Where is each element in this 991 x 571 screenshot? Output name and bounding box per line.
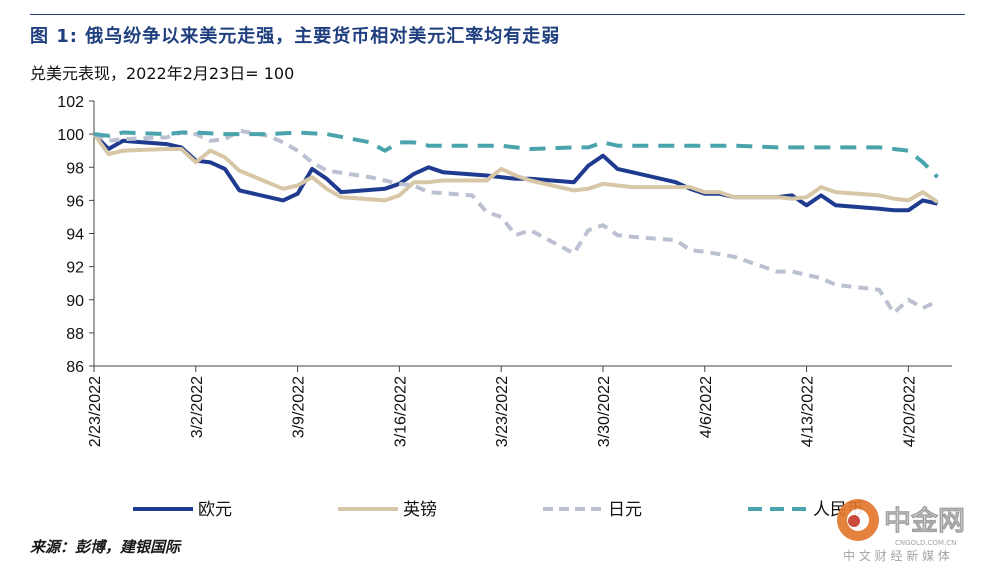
y-tick-label: 92 — [66, 260, 84, 277]
series-layer — [92, 128, 939, 315]
x-tick-label: 3/16/2022 — [392, 376, 409, 447]
y-tick-label: 88 — [66, 326, 84, 343]
chart-axes: 86 88 90 92 94 96 98 100 102 2/23/2022 3/2/2022 3/9… — [57, 94, 952, 447]
y-tick-label: 100 — [57, 127, 84, 144]
watermark-site: CNGOLD.COM.CN — [895, 539, 956, 547]
series-line-cny — [93, 130, 939, 179]
y-tick-label: 94 — [66, 227, 84, 244]
title-rule — [30, 14, 965, 15]
watermark-brand: 中金网 — [884, 505, 965, 537]
legend-label-euro: 欧元 — [198, 500, 232, 520]
y-tick-label: 102 — [57, 94, 84, 111]
legend: 欧元 英镑 日元 人民币 — [133, 500, 864, 520]
x-tick-label: 4/20/2022 — [901, 376, 918, 447]
watermark: 中金网 CNGOLD.COM.CN 中 文 财 经 新 媒 体 — [837, 499, 965, 563]
x-tick-label: 3/9/2022 — [291, 376, 308, 438]
watermark-logo-dot-icon — [848, 515, 860, 527]
watermark-tagline: 中 文 财 经 新 媒 体 — [843, 548, 950, 563]
chart-title: 图 1: 俄乌纷争以来美元走强，主要货币相对美元汇率均有走弱 — [30, 26, 561, 47]
x-tick-label: 3/2/2022 — [189, 376, 206, 438]
x-tick-label: 3/30/2022 — [596, 376, 613, 447]
series-line-gbp — [92, 132, 939, 204]
series-line-jpy — [93, 128, 939, 315]
y-tick-label: 90 — [66, 293, 84, 310]
legend-label-jpy: 日元 — [608, 500, 642, 520]
legend-label-gbp: 英镑 — [403, 500, 437, 520]
x-tick-label: 4/6/2022 — [698, 376, 715, 438]
series-line-euro — [92, 132, 938, 213]
chart-subtitle: 兑美元表现，2022年2月23日= 100 — [30, 64, 295, 83]
x-tick-label: 3/23/2022 — [494, 376, 511, 447]
source-note: 来源：彭博，建银国际 — [30, 538, 181, 556]
y-tick-label: 98 — [66, 160, 84, 177]
y-tick-label: 96 — [66, 193, 84, 210]
x-tick-label: 4/13/2022 — [800, 376, 817, 447]
x-tick-label: 2/23/2022 — [87, 376, 104, 447]
y-tick-label: 86 — [66, 359, 84, 376]
